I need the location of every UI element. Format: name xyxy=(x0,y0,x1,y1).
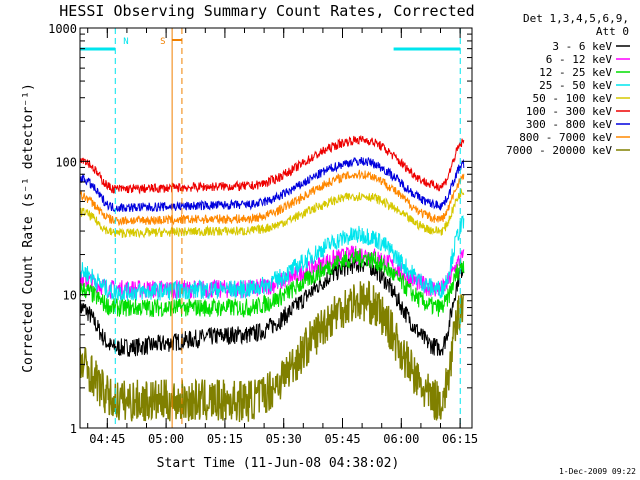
x-tick-label: 06:00 xyxy=(383,432,419,446)
x-tick-label: 04:45 xyxy=(89,432,125,446)
y-axis: 1 10 100 1000 xyxy=(48,22,472,436)
footer-date: 1-Dec-2009 09:22 xyxy=(559,467,636,476)
legend-label: 6 - 12 keV xyxy=(546,53,613,66)
night-marker-label: N xyxy=(123,37,128,47)
series-line xyxy=(79,169,465,227)
x-tick-label: 05:30 xyxy=(266,432,302,446)
saa-marker-label: S xyxy=(160,37,165,47)
legend-title-line-2: Att 0 xyxy=(596,25,629,38)
legend-label: 50 - 100 keV xyxy=(533,92,613,105)
legend-label: 800 - 7000 keV xyxy=(519,131,612,144)
y-tick-label: 1000 xyxy=(48,22,77,36)
x-tick-label: 05:15 xyxy=(207,432,243,446)
legend-label: 300 - 800 keV xyxy=(526,118,612,131)
y-axis-label: Corrected Count Rate (s⁻¹ detector⁻¹) xyxy=(21,83,36,373)
series-line xyxy=(79,247,465,319)
x-tick-label: 05:00 xyxy=(148,432,184,446)
legend-title-line-1: Det 1,3,4,5,6,9, xyxy=(523,12,629,25)
series-line xyxy=(79,255,465,357)
x-axis: 04:45 05:00 05:15 05:30 05:45 06:00 06:15 xyxy=(87,28,478,446)
x-axis-label: Start Time (11-Jun-08 04:38:02) xyxy=(157,456,400,471)
legend-label: 12 - 25 keV xyxy=(539,66,612,79)
x-tick-label: 06:15 xyxy=(442,432,478,446)
series-line xyxy=(79,215,465,302)
y-tick-label: 1 xyxy=(70,422,77,436)
legend-label: 100 - 300 keV xyxy=(526,105,612,118)
y-tick-label: 10 xyxy=(63,289,77,303)
y-tick-label: 100 xyxy=(55,155,77,169)
series-line xyxy=(79,280,465,423)
series-line xyxy=(79,188,465,239)
chart-title: HESSI Observing Summary Count Rates, Cor… xyxy=(59,2,474,20)
legend-label: 3 - 6 keV xyxy=(552,40,612,53)
legend-label: 7000 - 20000 keV xyxy=(506,144,612,157)
series-line xyxy=(79,135,465,195)
plot-frame xyxy=(79,27,473,429)
x-tick-label: 05:45 xyxy=(324,432,360,446)
series-line xyxy=(79,156,465,212)
legend-label: 25 - 50 keV xyxy=(539,79,612,92)
